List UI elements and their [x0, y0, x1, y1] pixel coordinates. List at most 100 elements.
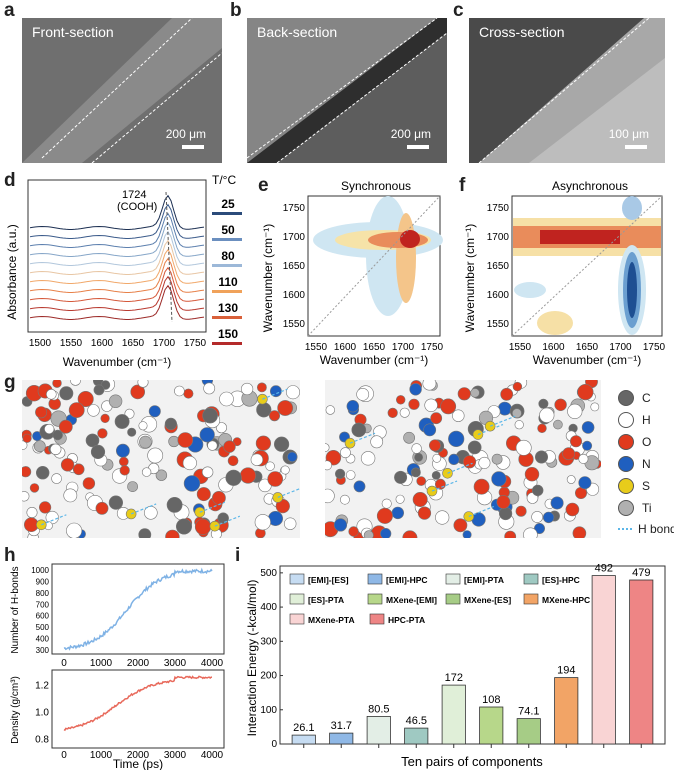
atom	[566, 475, 576, 484]
panel-g-letter: g	[4, 372, 16, 393]
atom	[217, 512, 229, 524]
atom-label: S	[642, 479, 651, 493]
atom	[423, 423, 437, 437]
atom	[325, 488, 335, 504]
atom	[250, 453, 264, 466]
atom	[524, 466, 540, 482]
tick-label: 1000	[90, 750, 113, 761]
atom	[36, 519, 47, 531]
atom	[414, 452, 423, 462]
atom	[387, 407, 398, 419]
tick-label: 1550	[509, 342, 532, 353]
tick-label: 1750	[421, 342, 444, 353]
atom	[448, 430, 465, 448]
atom	[93, 384, 105, 396]
atom	[50, 443, 62, 456]
atom	[504, 530, 517, 538]
bar-value-label: 108	[482, 694, 500, 706]
temperature-label: 80	[221, 249, 235, 263]
atom	[284, 517, 297, 530]
atom	[416, 476, 426, 486]
atom	[478, 456, 491, 469]
legend-label: [ES]-PTA	[308, 595, 344, 605]
ftir-spectra-chart: Absorbance (a.u.) 1724 (COOH) 1500 1550 16…	[5, 173, 242, 369]
bar-value-label: 479	[632, 567, 650, 579]
atom	[403, 431, 415, 444]
atom	[351, 422, 367, 438]
atom	[538, 398, 549, 409]
atom	[127, 427, 137, 437]
atom	[166, 497, 183, 513]
atom	[535, 450, 549, 464]
atom	[542, 511, 555, 524]
atom	[570, 435, 583, 448]
atom-swatch	[618, 390, 634, 406]
atom	[272, 492, 284, 503]
atom	[82, 477, 96, 490]
legend-label: MXene-HPC	[542, 595, 590, 605]
atom	[35, 406, 48, 419]
bar-xlabel: Ten pairs of components	[401, 754, 543, 769]
atom	[363, 530, 374, 538]
synchronous-map: Synchronous Wavenumber (cm⁻¹) 1550 1600 16…	[261, 179, 444, 367]
sem-image-back: Back-section 200 μm	[247, 18, 447, 163]
tick-label: 2000	[127, 658, 150, 669]
tick-label: 1750	[643, 342, 666, 353]
tick-label: 1.2	[35, 680, 49, 691]
atom	[353, 480, 366, 493]
atom	[219, 391, 234, 407]
atom	[164, 417, 177, 431]
ftir-spectrum	[29, 221, 205, 257]
atom	[77, 391, 94, 407]
atom	[376, 507, 393, 524]
atom	[85, 433, 100, 448]
atom	[174, 385, 185, 397]
atom	[500, 387, 514, 401]
legend-atom-ti: Ti	[618, 500, 652, 516]
tick-label: 700	[36, 600, 50, 609]
legend-label: HPC-PTA	[388, 615, 425, 625]
atom	[255, 435, 271, 451]
legend-swatch	[369, 613, 385, 625]
scale-bar	[407, 145, 429, 149]
atom	[346, 400, 359, 413]
tick-label: 100	[260, 705, 277, 716]
tick-label: 1000	[31, 566, 49, 575]
atom	[411, 443, 422, 454]
panel-d-letter: d	[4, 170, 16, 191]
temperature-swatch	[212, 264, 242, 267]
atom	[100, 413, 110, 424]
atom	[325, 443, 330, 452]
legend-label: MXene-[ES]	[464, 595, 511, 605]
hbond-line	[468, 505, 495, 518]
temperature-swatch	[212, 212, 242, 215]
bar-yticks: 0 100 200 300 400 500	[260, 568, 283, 750]
legend-atom-s: S	[618, 478, 650, 494]
atom	[63, 488, 78, 503]
panel-i-letter: i	[235, 545, 241, 566]
tick-label: 4000	[201, 750, 224, 761]
diagonal-line	[307, 195, 441, 337]
atom	[285, 385, 300, 400]
tick-label: 0.8	[35, 734, 49, 745]
atom	[227, 455, 239, 467]
scale-text: 200 μm	[165, 127, 206, 141]
bar	[404, 727, 429, 745]
atom	[130, 384, 145, 400]
atom	[391, 506, 405, 520]
legend-atom-h: H	[618, 412, 651, 428]
atom	[532, 484, 544, 497]
atom-label: O	[642, 435, 652, 449]
tick-label: 1650	[283, 261, 306, 272]
atom-swatch	[618, 456, 634, 472]
tick-label: 1600	[334, 342, 357, 353]
tick-label: 1700	[392, 342, 415, 353]
tick-label: 3000	[164, 658, 187, 669]
atom	[577, 384, 594, 401]
atom-label: Ti	[642, 501, 652, 515]
atom-label: C	[642, 391, 651, 405]
temperature-label: 50	[221, 223, 235, 237]
tick-label: 1650	[363, 342, 386, 353]
hbond-line	[214, 515, 241, 527]
atom	[70, 380, 81, 386]
